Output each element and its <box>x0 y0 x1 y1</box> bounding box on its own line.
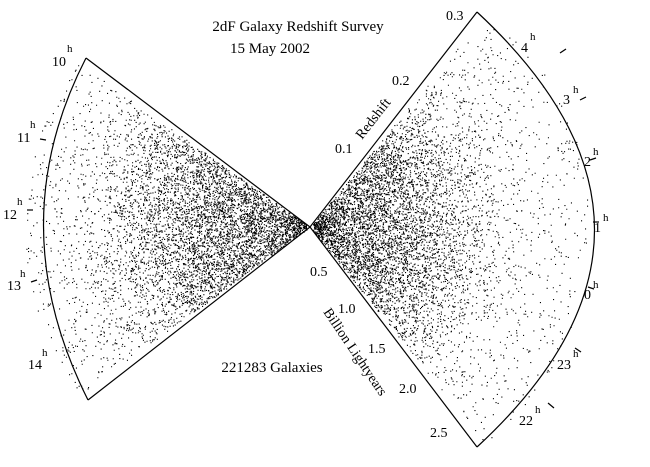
tick-4h <box>559 48 567 54</box>
hour-value: 2 <box>584 155 591 170</box>
left-wedge-upper-edge <box>85 57 311 228</box>
tick-13h <box>30 279 38 283</box>
hour-superscript: h <box>603 212 609 224</box>
survey-title: 2dF Galaxy Redshift Survey <box>212 19 384 35</box>
right-wedge-lower-edge <box>309 226 478 448</box>
tick-2h <box>589 157 597 161</box>
distance-tick-2-5: 2.5 <box>430 426 448 441</box>
right-hour-label-1: 1 h <box>594 212 609 236</box>
distance-tick-1-5: 1.5 <box>368 342 386 357</box>
distance-tick-1-0: 1.0 <box>338 302 356 317</box>
hour-superscript: h <box>593 146 599 158</box>
redshift-tick-0-1: 0.1 <box>335 142 353 157</box>
right-hour-label-3: 3 h <box>563 84 579 108</box>
galaxy-points <box>26 29 589 441</box>
hour-value: 1 <box>594 221 601 236</box>
hour-value: 3 <box>563 93 570 108</box>
left-hour-label-12: 12 h <box>3 196 23 223</box>
right-wedge-arc <box>476 11 596 448</box>
left-hour-label-11: 11 h <box>17 119 36 146</box>
hour-value: 12 <box>3 208 17 223</box>
hour-value: 11 <box>17 131 30 146</box>
hour-superscript: h <box>593 279 599 291</box>
hour-superscript: h <box>17 196 23 208</box>
redshift-axis-label: Redshift <box>353 96 394 143</box>
tick-22h <box>547 402 555 409</box>
hour-superscript: h <box>573 84 579 96</box>
hour-ticks <box>27 48 599 409</box>
left-hour-label-13: 13 h <box>7 268 26 294</box>
tick-23h <box>574 347 582 353</box>
hour-value: 14 <box>28 358 42 373</box>
hour-superscript: h <box>535 404 541 416</box>
right-wedge-points <box>313 29 589 441</box>
hour-superscript: h <box>42 347 48 359</box>
hour-value: 23 <box>557 358 571 373</box>
tick-11h <box>39 138 47 141</box>
right-hour-label-4: 4 h <box>521 31 536 56</box>
right-hour-label-22: 22 h <box>519 404 541 429</box>
distance-tick-2-0: 2.0 <box>399 382 417 397</box>
redshift-tick-0-2: 0.2 <box>392 74 410 89</box>
hour-superscript: h <box>20 268 26 280</box>
left-wedge-lower-edge <box>87 226 311 401</box>
tick-0h <box>587 286 595 290</box>
left-hour-label-10: 10 h <box>52 43 73 70</box>
hour-superscript: h <box>530 31 536 43</box>
distance-tick-0-5: 0.5 <box>310 265 328 280</box>
galaxy-count-label: 221283 Galaxies <box>221 360 322 376</box>
hour-value: 13 <box>7 279 21 294</box>
survey-date: 15 May 2002 <box>230 41 310 57</box>
right-hour-label-23: 23 h <box>557 348 579 373</box>
hour-value: 4 <box>521 41 528 56</box>
tick-3h <box>579 96 587 101</box>
right-wedge-outline <box>309 11 596 448</box>
left-wedge-points <box>26 65 308 390</box>
right-wedge-upper-edge <box>309 11 478 228</box>
left-wedge-arc <box>42 57 89 401</box>
left-wedge-outline <box>42 57 311 401</box>
right-hour-label-0: 0 h <box>584 279 599 303</box>
hour-superscript: h <box>67 43 73 55</box>
redshift-tick-0-3: 0.3 <box>446 9 464 24</box>
right-hour-label-2: 2 h <box>584 146 599 170</box>
left-hour-label-14: 14 h <box>28 347 48 373</box>
hour-value: 10 <box>52 55 66 70</box>
hour-value: 0 <box>584 288 591 303</box>
hour-superscript: h <box>573 348 579 360</box>
hour-superscript: h <box>30 119 36 131</box>
hour-value: 22 <box>519 414 533 429</box>
